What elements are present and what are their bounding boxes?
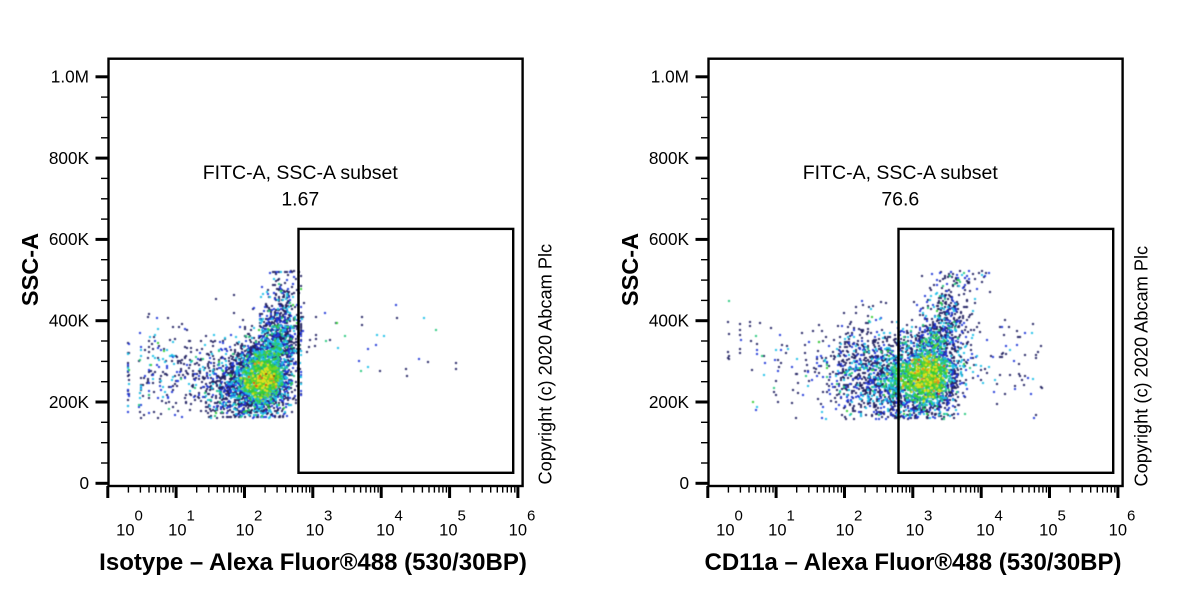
svg-text:400K: 400K [649,311,690,331]
svg-text:1.0M: 1.0M [51,67,89,87]
svg-text:200K: 200K [649,392,690,412]
svg-text:76.6: 76.6 [881,188,919,210]
svg-text:800K: 800K [49,148,90,168]
svg-text:0: 0 [79,473,89,493]
svg-text:Copyright (c) 2020 Abcam Plc: Copyright (c) 2020 Abcam Plc [1132,246,1152,487]
svg-text:FITC-A, SSC-A subset: FITC-A, SSC-A subset [803,162,999,184]
svg-text:Copyright (c) 2020 Abcam Plc: Copyright (c) 2020 Abcam Plc [535,244,555,485]
svg-text:400K: 400K [49,311,90,331]
svg-text:SSC-A: SSC-A [617,233,643,306]
svg-text:FITC-A, SSC-A subset: FITC-A, SSC-A subset [203,162,399,184]
svg-text:600K: 600K [49,229,90,249]
svg-text:600K: 600K [649,229,690,249]
svg-text:0: 0 [679,473,689,493]
svg-text:1.0M: 1.0M [651,67,689,87]
svg-text:SSC-A: SSC-A [17,233,43,306]
svg-text:1.67: 1.67 [281,188,319,210]
svg-text:CD11a – Alexa Fluor®488 (530/3: CD11a – Alexa Fluor®488 (530/30BP) [705,549,1122,576]
svg-text:Isotype – Alexa Fluor®488 (530: Isotype – Alexa Fluor®488 (530/30BP) [99,549,527,576]
svg-text:200K: 200K [49,392,90,412]
svg-text:800K: 800K [649,148,690,168]
